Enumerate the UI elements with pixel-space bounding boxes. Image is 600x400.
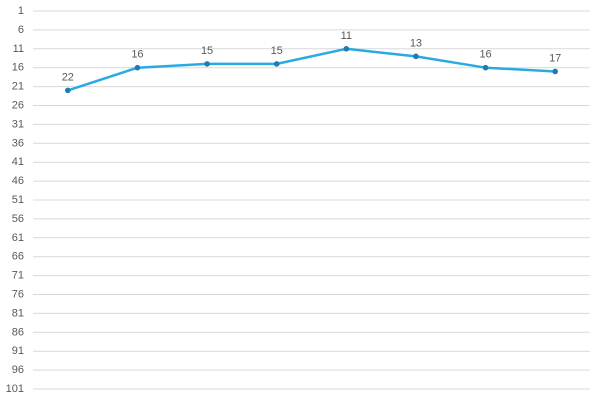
y-tick-label: 46 <box>12 175 24 187</box>
y-tick-label: 21 <box>12 81 24 93</box>
y-tick-label: 61 <box>12 232 24 244</box>
y-tick-label: 91 <box>12 345 24 357</box>
data-label-0: 22 <box>62 71 74 83</box>
series-line-0 <box>66 47 557 92</box>
y-tick-label: 56 <box>12 213 24 225</box>
y-axis-tick-labels: 1611162126313641465156616671768186919610… <box>6 5 24 395</box>
y-tick-label: 26 <box>12 100 24 112</box>
y-tick-label: 11 <box>13 43 24 55</box>
y-tick-label: 81 <box>12 307 24 319</box>
grid-lines <box>33 10 590 390</box>
y-tick-label: 31 <box>12 118 24 130</box>
y-tick-label: 1 <box>18 5 24 17</box>
data-label-6: 16 <box>479 49 491 61</box>
data-label-7: 17 <box>549 52 561 64</box>
y-tick-label: 71 <box>12 270 24 282</box>
y-tick-label: 36 <box>12 137 24 149</box>
data-label-4: 11 <box>341 30 352 42</box>
data-point-7 <box>552 68 558 75</box>
data-point-1 <box>134 64 141 71</box>
y-tick-label: 16 <box>12 62 24 74</box>
y-tick-label: 76 <box>12 289 24 301</box>
data-labels: 22 16 15 15 11 13 16 17 <box>62 30 562 84</box>
data-label-1: 16 <box>131 49 143 61</box>
y-tick-label: 6 <box>18 24 24 36</box>
data-point-6 <box>482 64 489 71</box>
data-point-5 <box>413 53 419 60</box>
data-point-3 <box>273 61 280 67</box>
y-tick-label: 51 <box>12 194 24 206</box>
data-points <box>65 46 558 94</box>
data-label-5: 13 <box>410 37 422 49</box>
series-layer <box>66 47 557 92</box>
y-tick-label: 66 <box>12 251 24 263</box>
data-label-3: 15 <box>271 45 283 57</box>
data-label-2: 15 <box>201 45 213 57</box>
y-tick-label: 86 <box>12 326 24 338</box>
y-tick-label: 41 <box>12 156 24 168</box>
data-point-4 <box>343 46 350 52</box>
data-point-0 <box>65 87 71 94</box>
data-point-2 <box>204 61 210 67</box>
y-tick-label: 96 <box>12 364 24 376</box>
y-tick-label: 101 <box>6 383 24 395</box>
